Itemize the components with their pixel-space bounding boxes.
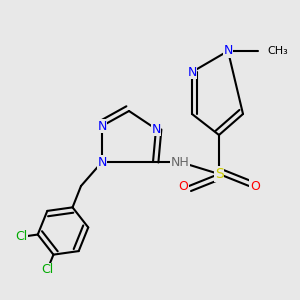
Text: NH: NH [171, 155, 189, 169]
Text: N: N [151, 122, 161, 136]
Text: N: N [223, 44, 233, 58]
Text: CH₃: CH₃ [267, 46, 288, 56]
Text: Cl: Cl [15, 230, 28, 243]
Text: O: O [178, 179, 188, 193]
Text: N: N [187, 65, 197, 79]
Text: O: O [250, 179, 260, 193]
Text: N: N [97, 155, 107, 169]
Text: S: S [214, 167, 224, 181]
Text: Cl: Cl [41, 263, 53, 276]
Text: N: N [97, 119, 107, 133]
